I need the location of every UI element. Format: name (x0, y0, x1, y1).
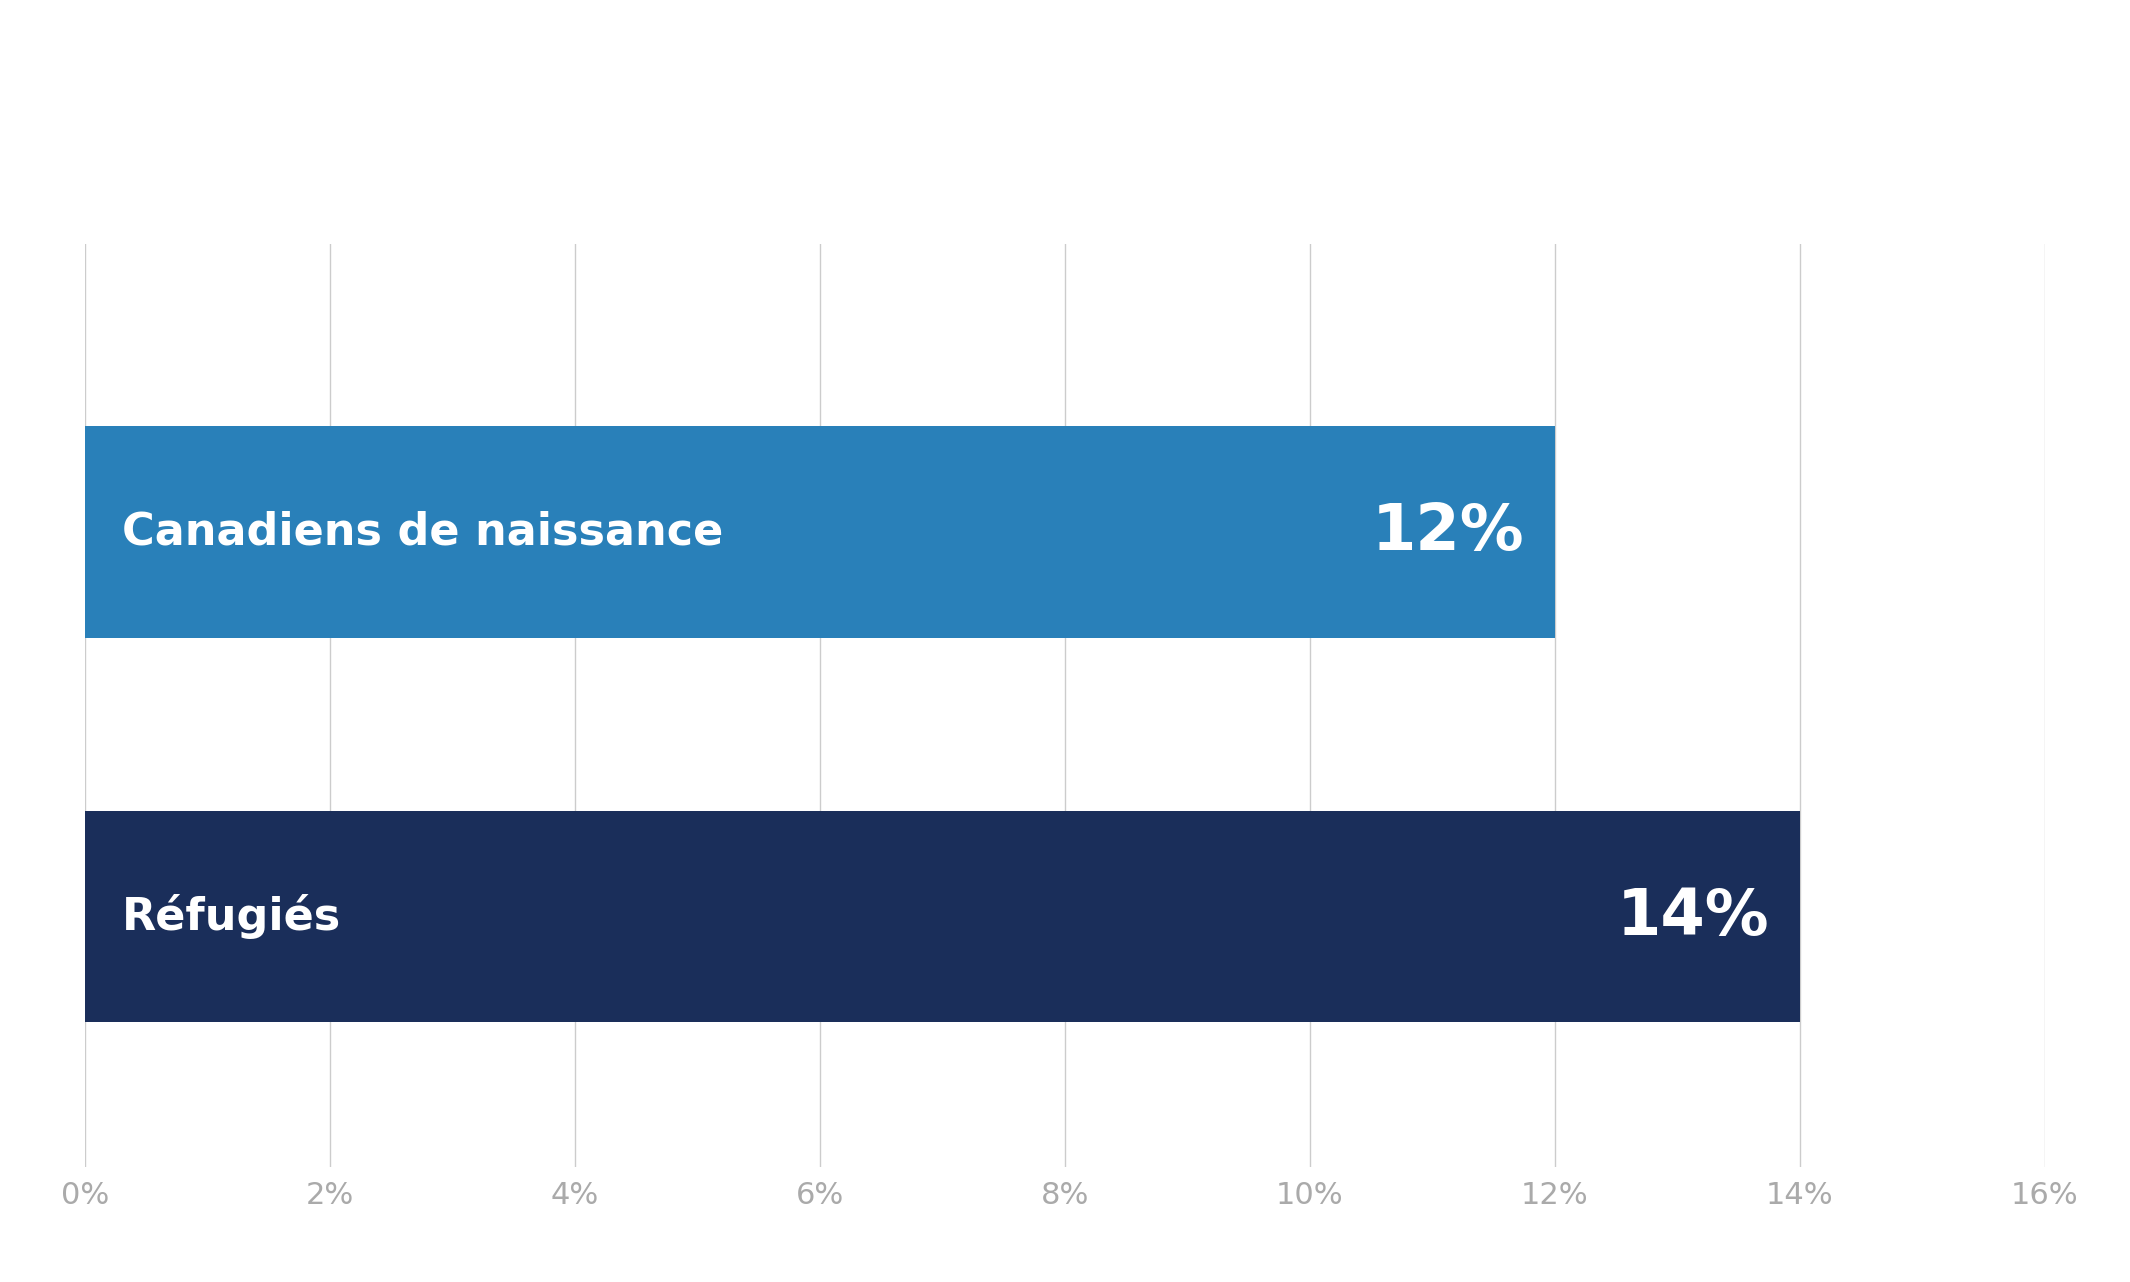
Text: Canadiens de naissance: Canadiens de naissance (121, 510, 724, 554)
Text: 12%: 12% (1372, 501, 1525, 563)
Bar (85, 812, 1800, 1023)
Text: Réfugiés: Réfugiés (121, 894, 341, 940)
Text: 14%: 14% (1617, 886, 1770, 947)
Text: TAUX D’ENTREPRENARIAT: TAUX D’ENTREPRENARIAT (684, 112, 1446, 164)
Bar (85, 426, 1555, 638)
